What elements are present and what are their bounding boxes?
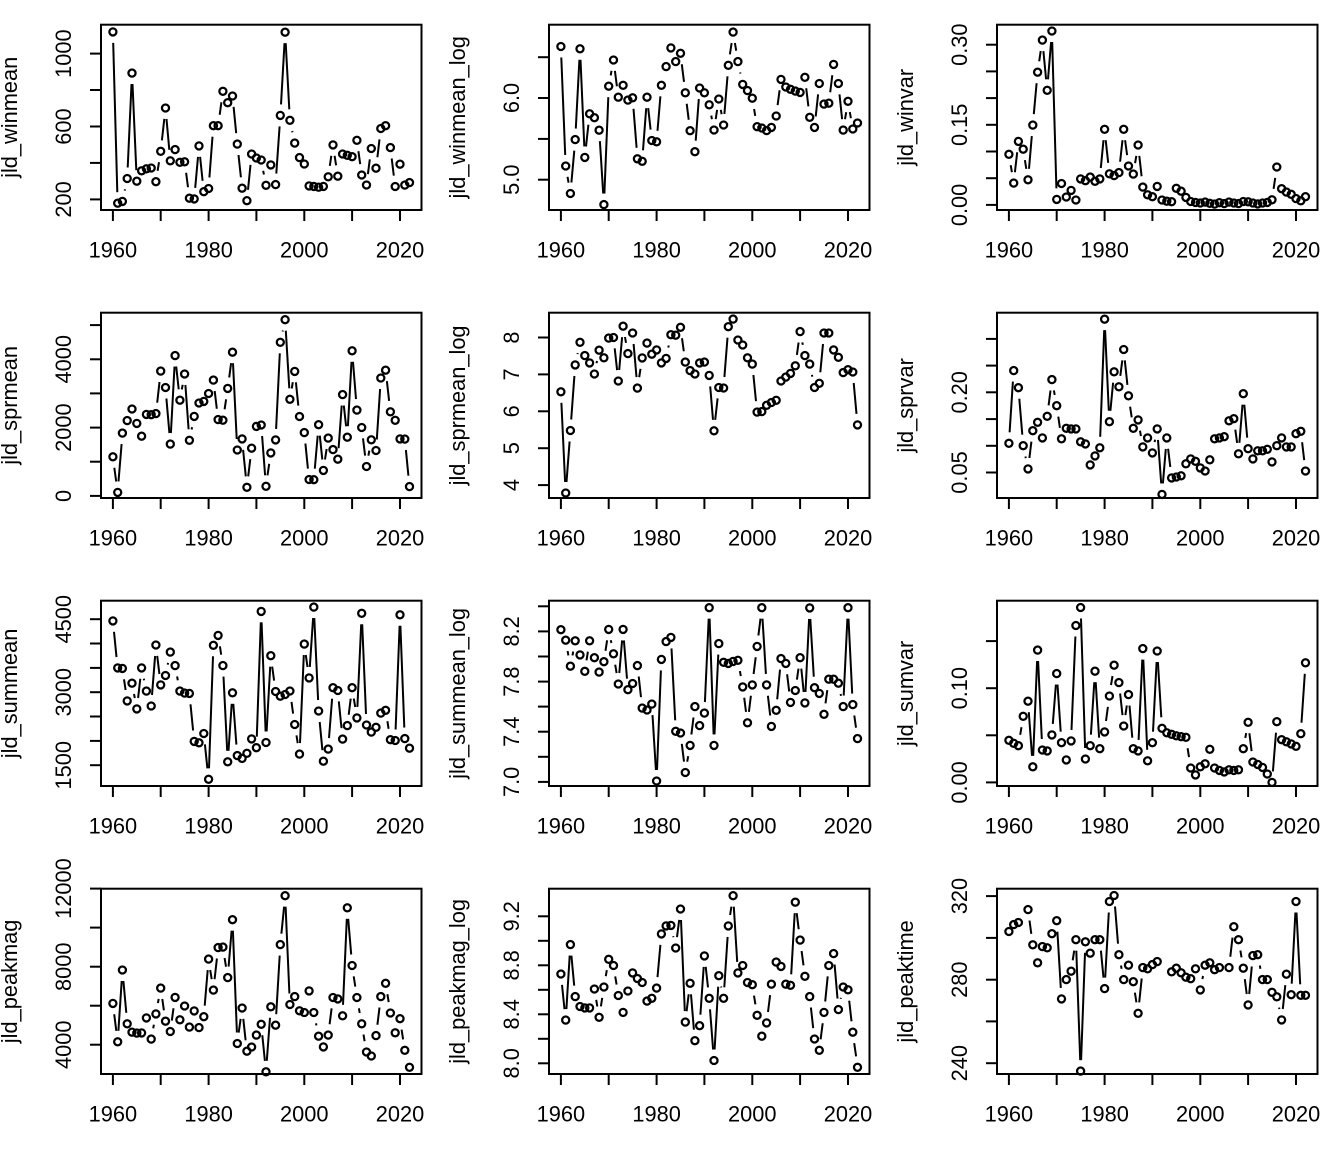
svg-text:1980: 1980 xyxy=(1080,238,1129,263)
svg-text:1980: 1980 xyxy=(632,1102,681,1127)
svg-text:1960: 1960 xyxy=(985,238,1034,263)
svg-text:jld_peaktime: jld_peaktime xyxy=(893,920,918,1043)
svg-text:jld_winmean_log: jld_winmean_log xyxy=(445,36,470,199)
svg-text:1960: 1960 xyxy=(985,1102,1034,1127)
svg-text:0.10: 0.10 xyxy=(947,667,972,709)
svg-text:2000: 2000 xyxy=(280,1102,329,1127)
svg-text:4000: 4000 xyxy=(51,335,76,384)
svg-text:2000: 2000 xyxy=(728,526,777,551)
svg-text:1980: 1980 xyxy=(184,526,233,551)
svg-text:12000: 12000 xyxy=(51,858,76,919)
svg-text:7.8: 7.8 xyxy=(499,666,524,696)
svg-text:jld_peakmag_log: jld_peakmag_log xyxy=(445,899,470,1065)
svg-text:1980: 1980 xyxy=(1080,526,1129,551)
svg-text:1960: 1960 xyxy=(537,238,586,263)
svg-text:0.20: 0.20 xyxy=(947,371,972,413)
svg-text:8000: 8000 xyxy=(51,942,76,991)
svg-text:jld_winvar: jld_winvar xyxy=(893,69,918,167)
svg-text:1960: 1960 xyxy=(985,814,1034,839)
svg-text:2000: 2000 xyxy=(728,814,777,839)
svg-text:1960: 1960 xyxy=(985,526,1034,551)
svg-text:1980: 1980 xyxy=(632,526,681,551)
svg-text:2020: 2020 xyxy=(376,814,425,839)
svg-text:jld_sprmean_log: jld_sprmean_log xyxy=(445,325,470,486)
svg-text:7: 7 xyxy=(499,368,524,380)
svg-text:1960: 1960 xyxy=(537,814,586,839)
svg-text:2000: 2000 xyxy=(1176,526,1225,551)
svg-text:8.4: 8.4 xyxy=(499,999,524,1029)
svg-text:1960: 1960 xyxy=(537,1102,586,1127)
svg-text:2000: 2000 xyxy=(728,238,777,263)
svg-text:2020: 2020 xyxy=(824,1102,873,1127)
svg-text:1980: 1980 xyxy=(632,814,681,839)
svg-text:2020: 2020 xyxy=(376,526,425,551)
svg-text:3000: 3000 xyxy=(51,668,76,717)
svg-text:1000: 1000 xyxy=(51,29,76,78)
svg-text:2020: 2020 xyxy=(376,1102,425,1127)
svg-text:1980: 1980 xyxy=(632,238,681,263)
svg-text:2000: 2000 xyxy=(1176,814,1225,839)
svg-text:8: 8 xyxy=(499,331,524,343)
svg-text:2000: 2000 xyxy=(280,526,329,551)
svg-text:2020: 2020 xyxy=(1272,1102,1321,1127)
svg-text:280: 280 xyxy=(947,962,972,998)
svg-text:2020: 2020 xyxy=(824,238,873,263)
svg-text:jld_peakmag: jld_peakmag xyxy=(0,920,22,1045)
svg-text:200: 200 xyxy=(51,181,76,217)
svg-text:2020: 2020 xyxy=(1272,526,1321,551)
svg-text:320: 320 xyxy=(947,878,972,914)
svg-text:8.8: 8.8 xyxy=(499,950,524,980)
svg-text:6: 6 xyxy=(499,405,524,417)
svg-text:2020: 2020 xyxy=(1272,814,1321,839)
svg-text:jld_summean: jld_summean xyxy=(0,629,22,760)
svg-text:0.00: 0.00 xyxy=(947,184,972,226)
svg-text:5.0: 5.0 xyxy=(499,165,524,195)
svg-text:7.4: 7.4 xyxy=(499,717,524,747)
svg-text:1980: 1980 xyxy=(184,1102,233,1127)
svg-text:jld_sprvar: jld_sprvar xyxy=(893,358,918,454)
svg-text:0.00: 0.00 xyxy=(947,761,972,803)
svg-text:2020: 2020 xyxy=(1272,238,1321,263)
svg-text:1500: 1500 xyxy=(51,741,76,790)
svg-text:1980: 1980 xyxy=(1080,1102,1129,1127)
svg-text:0.30: 0.30 xyxy=(947,23,972,65)
svg-text:8.2: 8.2 xyxy=(499,616,524,646)
svg-text:1960: 1960 xyxy=(89,814,138,839)
svg-text:4: 4 xyxy=(499,479,524,491)
svg-text:jld_sumvar: jld_sumvar xyxy=(893,641,918,747)
svg-text:1980: 1980 xyxy=(184,238,233,263)
svg-text:0.15: 0.15 xyxy=(947,104,972,146)
svg-text:8.0: 8.0 xyxy=(499,1048,524,1078)
svg-text:2000: 2000 xyxy=(280,238,329,263)
svg-text:600: 600 xyxy=(51,108,76,144)
svg-text:9.2: 9.2 xyxy=(499,901,524,931)
svg-text:jld_summean_log: jld_summean_log xyxy=(445,608,470,780)
svg-text:2000: 2000 xyxy=(1176,1102,1225,1127)
svg-text:6.0: 6.0 xyxy=(499,83,524,113)
svg-text:2000: 2000 xyxy=(51,403,76,452)
svg-text:1960: 1960 xyxy=(89,1102,138,1127)
svg-text:7.0: 7.0 xyxy=(499,767,524,797)
svg-text:1960: 1960 xyxy=(537,526,586,551)
svg-text:2000: 2000 xyxy=(728,1102,777,1127)
svg-text:4500: 4500 xyxy=(51,595,76,644)
svg-text:jld_winmean: jld_winmean xyxy=(0,57,22,179)
svg-text:2020: 2020 xyxy=(376,238,425,263)
svg-text:2020: 2020 xyxy=(824,814,873,839)
svg-text:0: 0 xyxy=(51,490,76,502)
svg-text:2000: 2000 xyxy=(1176,238,1225,263)
svg-text:1960: 1960 xyxy=(89,238,138,263)
svg-text:5: 5 xyxy=(499,442,524,454)
svg-text:0.05: 0.05 xyxy=(947,451,972,493)
svg-text:1980: 1980 xyxy=(184,814,233,839)
svg-text:2020: 2020 xyxy=(824,526,873,551)
svg-text:4000: 4000 xyxy=(51,1020,76,1069)
svg-text:jld_sprmean: jld_sprmean xyxy=(0,346,22,466)
svg-text:1960: 1960 xyxy=(89,526,138,551)
svg-text:2000: 2000 xyxy=(280,814,329,839)
svg-text:240: 240 xyxy=(947,1045,972,1081)
svg-text:1980: 1980 xyxy=(1080,814,1129,839)
